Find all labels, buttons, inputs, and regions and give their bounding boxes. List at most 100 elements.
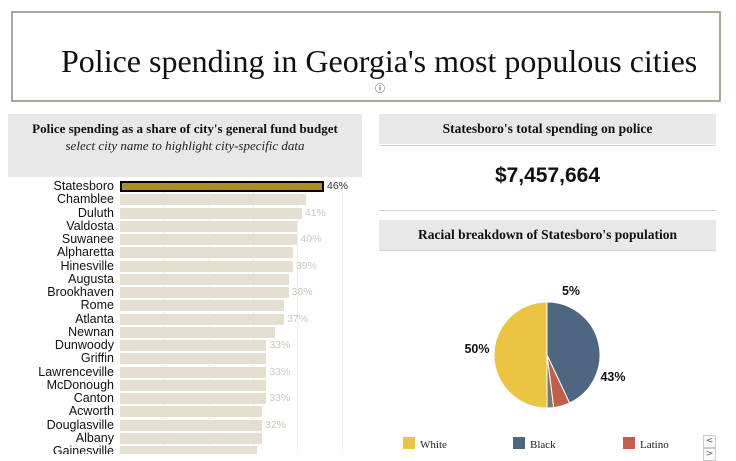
bar-category-label[interactable]: Augusta xyxy=(68,271,114,286)
legend-label: Latino xyxy=(640,439,669,451)
bar[interactable] xyxy=(120,260,293,272)
bar[interactable] xyxy=(120,366,267,378)
legend-swatch xyxy=(623,437,635,449)
bar-category-label[interactable]: Acworth xyxy=(68,404,114,419)
bar-category-label[interactable]: McDonough xyxy=(46,377,114,392)
title-box: Police spending in Georgia's most populo… xyxy=(11,11,721,102)
gridline xyxy=(297,178,299,454)
bar[interactable] xyxy=(120,379,267,391)
bar-category-label[interactable]: Alpharetta xyxy=(57,245,114,260)
bar[interactable] xyxy=(120,207,302,219)
bar-row[interactable]: Gainesville xyxy=(8,445,362,454)
bar-category-label[interactable]: Brookhaven xyxy=(47,285,114,299)
divider xyxy=(379,145,716,146)
bar-value-label: 37% xyxy=(287,312,309,325)
bar-row[interactable]: Newnan xyxy=(8,324,362,339)
spending-panel-title: Statesboro's total spending on police xyxy=(379,114,716,144)
bar-row[interactable]: Rome xyxy=(8,299,362,312)
bar-row[interactable]: Hinesville 39% xyxy=(8,258,362,273)
bar[interactable] xyxy=(120,393,267,404)
bar[interactable] xyxy=(120,446,258,454)
bar-category-label[interactable]: Atlanta xyxy=(75,311,114,326)
bar-chart-subtitle: select city name to highlight city-speci… xyxy=(65,138,305,153)
pie-slice-white[interactable] xyxy=(493,301,548,409)
bar-row[interactable]: Douglasville 32% xyxy=(8,417,362,432)
bar-row[interactable]: McDonough xyxy=(8,377,362,392)
bar-row[interactable]: Statesboro 46% xyxy=(8,180,362,193)
bar[interactable] xyxy=(120,406,262,418)
legend-item-latino[interactable]: Latino xyxy=(623,436,669,451)
bar-category-label[interactable]: Chamblee xyxy=(57,192,114,207)
pie-slice-black[interactable] xyxy=(546,301,601,404)
bar-value-label: 40% xyxy=(300,233,322,245)
bar[interactable] xyxy=(120,313,285,325)
bar-row[interactable]: Dunwoody 33% xyxy=(8,339,362,352)
bar[interactable] xyxy=(120,300,285,312)
bar-row[interactable]: Alpharetta xyxy=(8,246,362,259)
bar-row[interactable]: Acworth xyxy=(8,405,362,418)
bar-value-label: 33% xyxy=(269,339,291,351)
bar[interactable] xyxy=(120,287,289,298)
legend-item-black[interactable]: Black xyxy=(513,436,556,451)
bar-category-label[interactable]: Newnan xyxy=(68,324,114,339)
bar-value-label: 38% xyxy=(291,286,313,298)
legend-item-white[interactable]: White xyxy=(403,436,447,451)
bar[interactable] xyxy=(120,326,276,338)
bar[interactable] xyxy=(120,353,267,365)
bar-value-label: 41% xyxy=(304,206,326,219)
bar[interactable] xyxy=(120,340,267,351)
gridline xyxy=(341,178,343,454)
bar-row[interactable]: Valdosta xyxy=(8,218,362,233)
bar-category-label[interactable]: Griffin xyxy=(80,351,114,366)
bar[interactable] xyxy=(120,432,262,444)
pie-value-label: 43% xyxy=(600,370,625,384)
legend-label: Black xyxy=(530,439,556,451)
bar[interactable] xyxy=(120,194,307,206)
bar-value-label: 39% xyxy=(295,259,317,272)
bar-category-label[interactable]: Statesboro xyxy=(53,179,114,193)
legend-pager: <> xyxy=(703,435,729,461)
bar[interactable] xyxy=(120,220,298,232)
bar-row[interactable]: Chamblee xyxy=(8,193,362,206)
bar[interactable] xyxy=(120,247,293,259)
bar[interactable] xyxy=(120,419,262,431)
bar-row[interactable]: Augusta xyxy=(8,271,362,286)
bar-category-label[interactable]: Lawrenceville xyxy=(38,364,114,379)
bar-category-label[interactable]: Canton xyxy=(73,391,114,405)
bar[interactable] xyxy=(120,273,289,285)
bar[interactable] xyxy=(120,181,324,192)
bar-category-label[interactable]: Hinesville xyxy=(60,258,115,273)
bar-row[interactable]: Duluth 41% xyxy=(8,205,362,220)
bar-category-label[interactable]: Rome xyxy=(80,298,114,313)
bar-category-label[interactable]: Valdosta xyxy=(66,218,114,233)
bar-row[interactable]: Brookhaven 38% xyxy=(8,286,362,299)
bar-category-label[interactable]: Duluth xyxy=(77,205,114,220)
bar-row[interactable]: Albany xyxy=(8,430,362,445)
total-spending-value: $7,457,664 xyxy=(494,164,601,187)
bar-category-label[interactable]: Douglasville xyxy=(46,417,114,432)
info-icon[interactable]: ⓘ xyxy=(375,84,385,95)
legend-prev-button[interactable]: < xyxy=(703,435,716,448)
bar-row[interactable]: Griffin xyxy=(8,352,362,365)
bar-value-label: 33% xyxy=(269,365,291,378)
bar-row[interactable]: Suwanee 40% xyxy=(8,233,362,246)
bar[interactable] xyxy=(120,234,298,245)
legend-swatch xyxy=(403,437,415,449)
pie-chart: 43% 5% 50% xyxy=(464,284,626,409)
bar-row[interactable]: Lawrenceville 33% xyxy=(8,364,362,379)
bar-value-label: 46% xyxy=(327,180,349,192)
bar-category-label[interactable]: Albany xyxy=(75,430,114,445)
bar-category-label[interactable]: Suwanee xyxy=(61,232,114,246)
pie-value-label: 50% xyxy=(464,342,489,356)
page-title: Police spending in Georgia's most populo… xyxy=(61,43,698,79)
bar-row[interactable]: Atlanta 37% xyxy=(8,311,362,326)
bar-category-label[interactable]: Gainesville xyxy=(52,444,114,455)
bar-row[interactable]: Canton 33% xyxy=(8,392,362,405)
bar-category-label[interactable]: Dunwoody xyxy=(54,338,114,352)
bar-value-label: 32% xyxy=(264,418,286,431)
divider xyxy=(379,210,716,211)
legend-next-button[interactable]: > xyxy=(703,448,716,461)
bar-chart-title: Police spending as a share of city's gen… xyxy=(32,121,338,136)
race-panel-title: Racial breakdown of Statesboro's populat… xyxy=(379,220,716,250)
legend-label: White xyxy=(420,439,447,451)
